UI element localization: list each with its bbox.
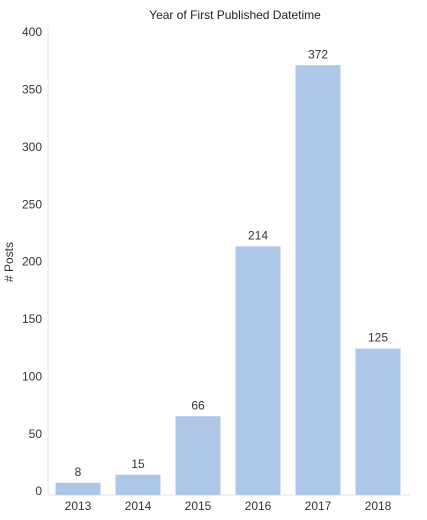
x-tick-label: 2017 xyxy=(305,499,332,513)
x-tick-label: 2015 xyxy=(185,499,212,513)
data-label: 214 xyxy=(248,229,268,243)
bar xyxy=(235,246,281,495)
bar xyxy=(355,348,401,495)
bar xyxy=(55,482,101,495)
y-tick-label: 50 xyxy=(29,427,43,441)
bar xyxy=(295,65,341,495)
y-tick-label: 200 xyxy=(22,255,42,269)
y-axis-title: # Posts xyxy=(2,242,16,282)
x-tick-label: 2018 xyxy=(365,499,392,513)
y-tick-label: 250 xyxy=(22,197,42,211)
data-label: 15 xyxy=(131,457,145,471)
data-label: 66 xyxy=(191,398,205,412)
x-tick-label: 2014 xyxy=(125,499,152,513)
y-tick-label: 100 xyxy=(22,369,42,383)
y-tick-label: 0 xyxy=(35,484,42,498)
data-label: 372 xyxy=(308,47,328,61)
x-tick-label: 2016 xyxy=(245,499,272,513)
y-tick-label: 350 xyxy=(22,83,42,97)
bar xyxy=(175,416,221,495)
chart-title: Year of First Published Datetime xyxy=(149,8,321,22)
y-tick-label: 400 xyxy=(22,25,42,39)
y-tick-label: 150 xyxy=(22,312,42,326)
data-label: 125 xyxy=(368,331,388,345)
x-tick-label: 2013 xyxy=(65,499,92,513)
y-tick-label: 300 xyxy=(22,140,42,154)
bar xyxy=(115,474,161,495)
data-label: 8 xyxy=(75,465,82,479)
